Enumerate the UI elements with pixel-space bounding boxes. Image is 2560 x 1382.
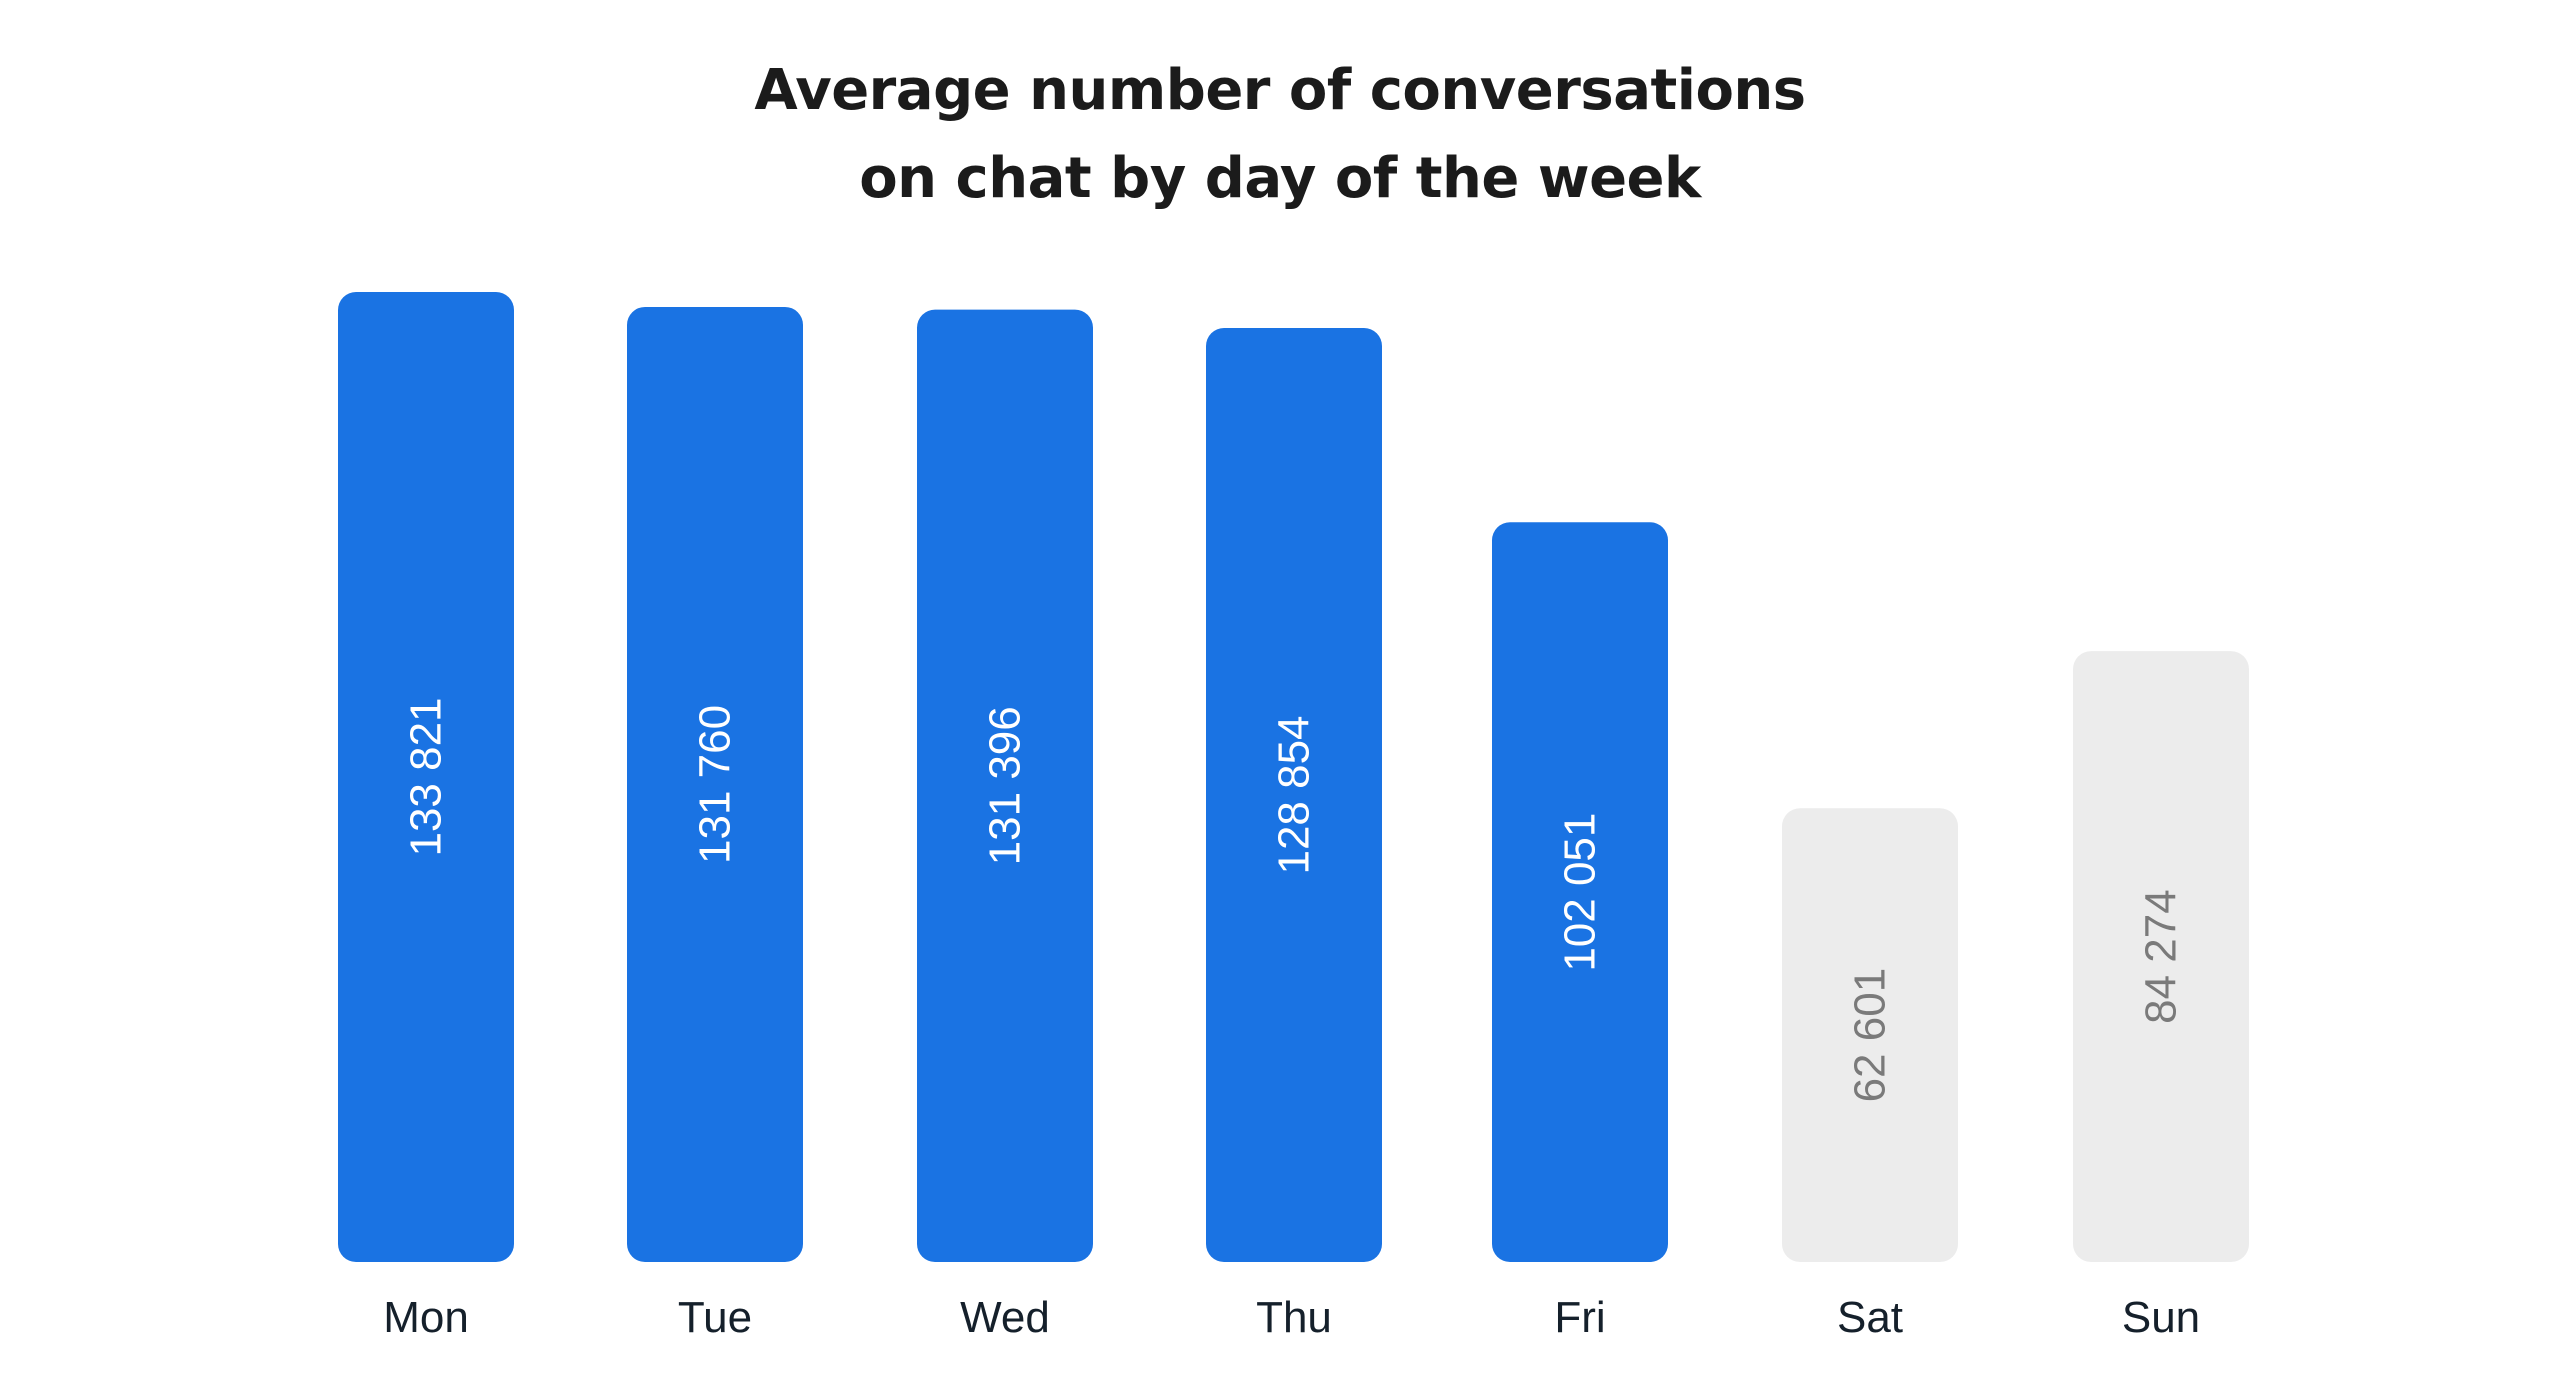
bar-thu <box>1206 328 1382 1262</box>
bar-tue <box>627 306 803 1262</box>
category-label-sun: Sun <box>2122 1293 2200 1342</box>
value-label-wed: 131 396 <box>981 706 1030 865</box>
category-label-tue: Tue <box>678 1293 752 1342</box>
value-label-mon: 133 821 <box>402 697 451 856</box>
category-label-fri: Fri <box>1554 1293 1605 1342</box>
bar-sun <box>2073 651 2249 1262</box>
bar-wed <box>917 309 1093 1262</box>
bar-sat <box>1782 808 1958 1262</box>
bar-mon <box>338 292 514 1262</box>
value-label-sun: 84 274 <box>2137 889 2186 1024</box>
chart-title-line-2: on chat by day of the week <box>859 146 1701 211</box>
value-label-sat: 62 601 <box>1846 968 1895 1103</box>
category-label-sat: Sat <box>1837 1293 1903 1342</box>
category-label-mon: Mon <box>383 1293 469 1342</box>
category-label-thu: Thu <box>1256 1293 1332 1342</box>
value-label-fri: 102 051 <box>1556 813 1605 972</box>
category-label-wed: Wed <box>960 1293 1050 1342</box>
value-label-tue: 131 760 <box>691 705 740 864</box>
value-label-thu: 128 854 <box>1270 715 1319 874</box>
bar-fri <box>1492 522 1668 1262</box>
chart-title-line-1: Average number of conversations <box>754 58 1806 123</box>
